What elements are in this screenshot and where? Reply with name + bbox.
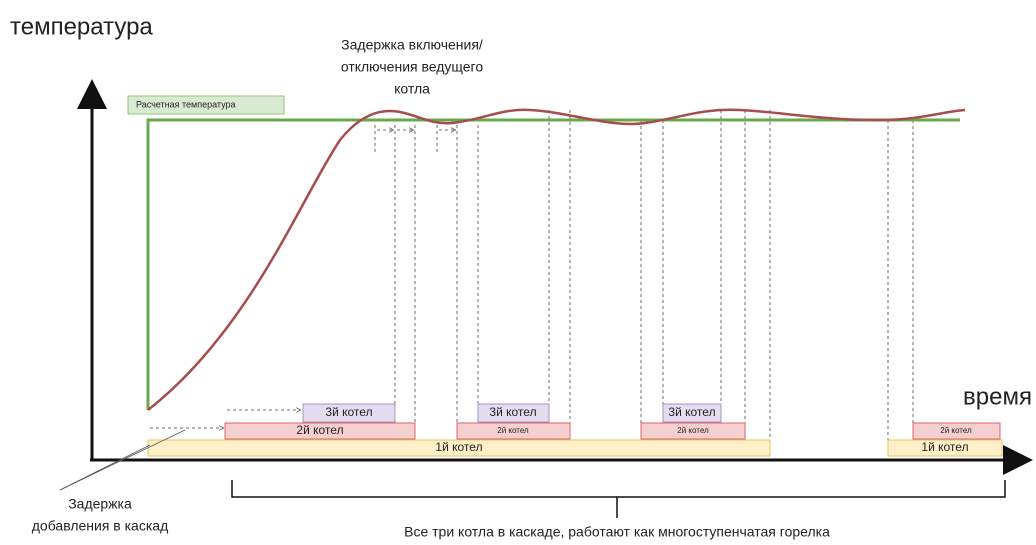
bar-label: 2й котел	[677, 426, 709, 435]
boiler1-bar	[887, 439, 1003, 457]
annotation: Задержка включения/	[341, 37, 483, 53]
boiler2-bar	[224, 422, 416, 440]
bar-label: 3й котел	[489, 405, 536, 419]
bar-label: 3й котел	[668, 405, 715, 419]
x-label: время	[963, 383, 1032, 410]
annotation: отключения ведущего	[341, 59, 484, 75]
bar-label: 2й котел	[497, 426, 529, 435]
annotation: Задержка	[68, 496, 132, 512]
annotation: котла	[394, 81, 430, 97]
boiler2-bar	[912, 422, 1001, 440]
boiler3-bar	[662, 403, 722, 423]
legend-label: Расчетная температура	[136, 99, 236, 109]
bar-label: 2й котел	[940, 426, 972, 435]
pointer	[59, 444, 151, 491]
boiler-bars	[147, 403, 1003, 457]
bracket	[231, 480, 1006, 518]
annotation: добавления в каскад	[32, 518, 168, 534]
bar-label: 1й котел	[921, 440, 968, 454]
boiler3-bar	[302, 403, 396, 423]
temperature-curve	[147, 108, 966, 411]
annotation: Все три котла в каскаде, работают как мн…	[404, 524, 830, 540]
boiler2-bar	[456, 422, 571, 440]
setpoint-line	[146, 118, 960, 410]
boiler3-bar	[477, 403, 550, 423]
bar-label: 2й котел	[296, 423, 343, 437]
legend-box	[127, 95, 285, 115]
bar-label: 1й котел	[435, 440, 482, 454]
bar-label: 3й котел	[325, 405, 372, 419]
y-label: температура	[10, 13, 153, 40]
guides	[150, 110, 914, 440]
boiler2-bar	[640, 422, 746, 440]
